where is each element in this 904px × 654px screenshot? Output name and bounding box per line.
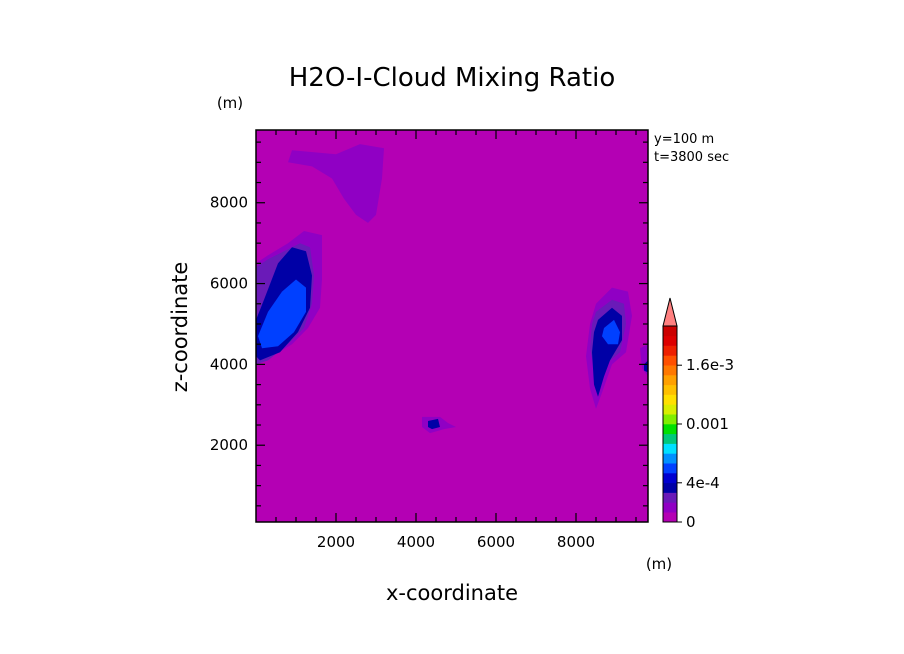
colorbar-segment <box>663 433 677 444</box>
colorbar-label: 4e-4 <box>686 474 720 492</box>
contour-region-right-edge-core <box>644 360 648 373</box>
colorbar-segment <box>663 365 677 376</box>
plot-area <box>256 130 648 522</box>
info-time: t=3800 sec <box>654 150 729 165</box>
colorbar-extend-arrow <box>662 297 678 327</box>
colorbar-segment <box>663 345 677 356</box>
x-axis-label: x-coordinate <box>386 581 518 605</box>
contour-region-left-cloud-core <box>258 279 306 349</box>
colorbar-segment <box>663 463 677 474</box>
x-unit-label: (m) <box>646 555 672 573</box>
colorbar-segment <box>663 424 677 435</box>
colorbar-segment <box>663 443 677 454</box>
colorbar: 0 4e-4 0.001 1.6e-3 <box>662 297 734 531</box>
contour-region-right-cloud-core <box>602 319 620 345</box>
colorbar-segment <box>663 473 677 484</box>
colorbar-label: 1.6e-3 <box>686 356 734 374</box>
plot-frame <box>255 129 649 523</box>
colorbar-label: 0.001 <box>686 415 729 433</box>
colorbar-segment <box>663 394 677 405</box>
plot-background <box>256 130 648 522</box>
contour-region-top-cloud-outer <box>288 144 384 223</box>
y-unit-label: (m) <box>217 94 243 112</box>
y-axis-label: z-coordinate <box>168 262 192 393</box>
colorbar-segment <box>663 482 677 493</box>
y-tick-label: 4000 <box>210 355 248 373</box>
x-tick-label: 8000 <box>557 533 595 551</box>
colorbar-segment <box>663 414 677 425</box>
y-tick-label: 2000 <box>210 436 248 454</box>
colorbar-segment <box>663 502 677 513</box>
chart-title: H2O-I-Cloud Mixing Ratio <box>289 63 616 93</box>
colorbar-segment <box>663 326 677 337</box>
colorbar-segment <box>663 492 677 503</box>
x-tick-label: 6000 <box>477 533 515 551</box>
y-tick-label: 8000 <box>210 194 248 212</box>
colorbar-segment <box>663 404 677 415</box>
colorbar-segment <box>663 375 677 386</box>
axes: 2000 4000 6000 8000 2000 4000 6000 8000 <box>210 129 649 551</box>
colorbar-segment <box>663 335 677 346</box>
x-tick-label: 2000 <box>317 533 355 551</box>
colorbar-segment <box>663 355 677 366</box>
colorbar-segment <box>663 384 677 395</box>
x-tick-label: 4000 <box>397 533 435 551</box>
y-tick-label: 6000 <box>210 275 248 293</box>
colorbar-label: 0 <box>686 513 696 531</box>
colorbar-segment <box>663 512 677 523</box>
info-location: y=100 m <box>654 132 714 147</box>
contour-region-small-blob-core <box>428 418 440 430</box>
colorbar-segment <box>663 453 677 464</box>
